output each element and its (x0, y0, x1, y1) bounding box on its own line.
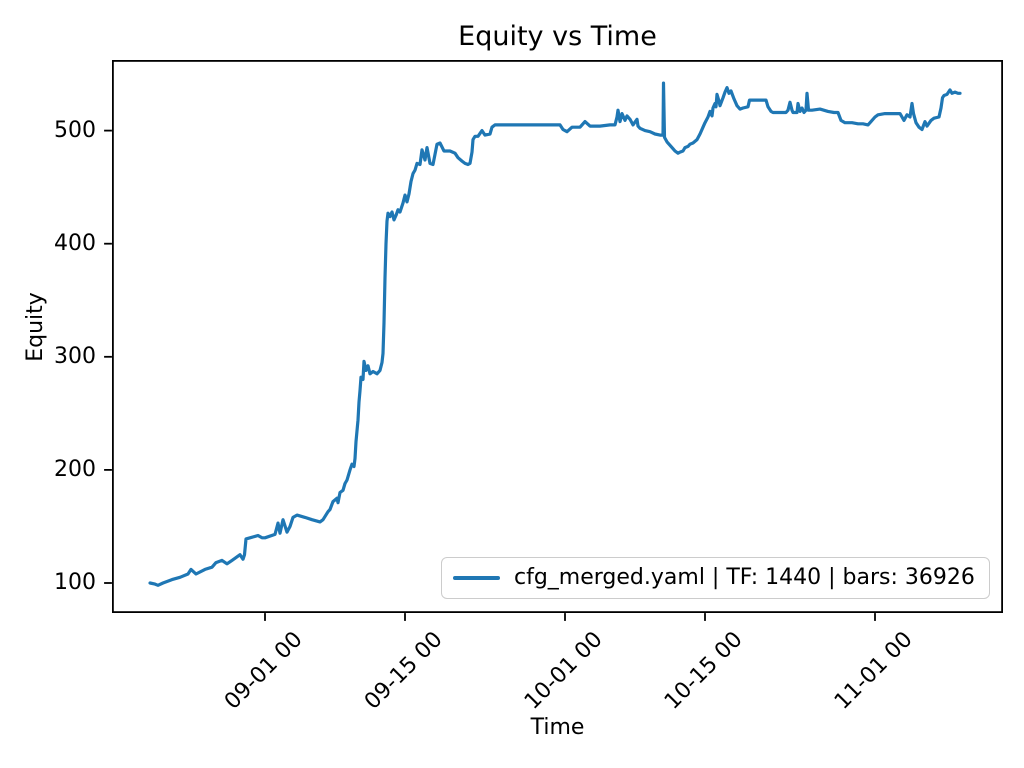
y-tick-label: 400 (54, 230, 96, 256)
y-tick-label: 100 (54, 570, 96, 595)
legend-box: cfg_merged.yaml | TF: 1440 | bars: 36926 (441, 557, 990, 599)
chart-title: Equity vs Time (458, 21, 657, 52)
y-tick-label: 500 (54, 117, 96, 143)
legend-entry-label: cfg_merged.yaml | TF: 1440 | bars: 36926 (514, 565, 975, 590)
equity-line-series (148, 81, 962, 587)
legend-line-sample-icon (453, 576, 500, 580)
tick-marks (104, 129, 876, 621)
y-tick-label: 200 (54, 456, 96, 482)
y-tick-label: 300 (54, 343, 96, 369)
x-axis-label: Time (530, 715, 585, 740)
axes-frame (112, 60, 1004, 614)
